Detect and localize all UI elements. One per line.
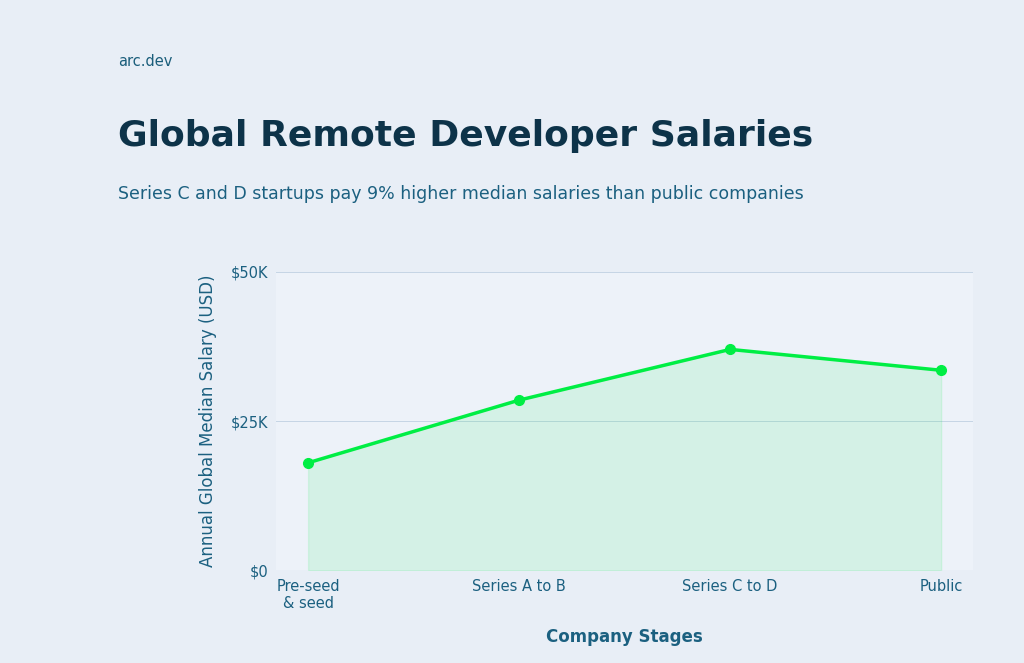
Y-axis label: Annual Global Median Salary (USD): Annual Global Median Salary (USD) (199, 274, 217, 568)
X-axis label: Company Stages: Company Stages (546, 628, 703, 646)
Text: Series C and D startups pay 9% higher median salaries than public companies: Series C and D startups pay 9% higher me… (118, 185, 804, 203)
Text: arc.dev: arc.dev (118, 54, 172, 70)
Text: Global Remote Developer Salaries: Global Remote Developer Salaries (118, 119, 813, 153)
